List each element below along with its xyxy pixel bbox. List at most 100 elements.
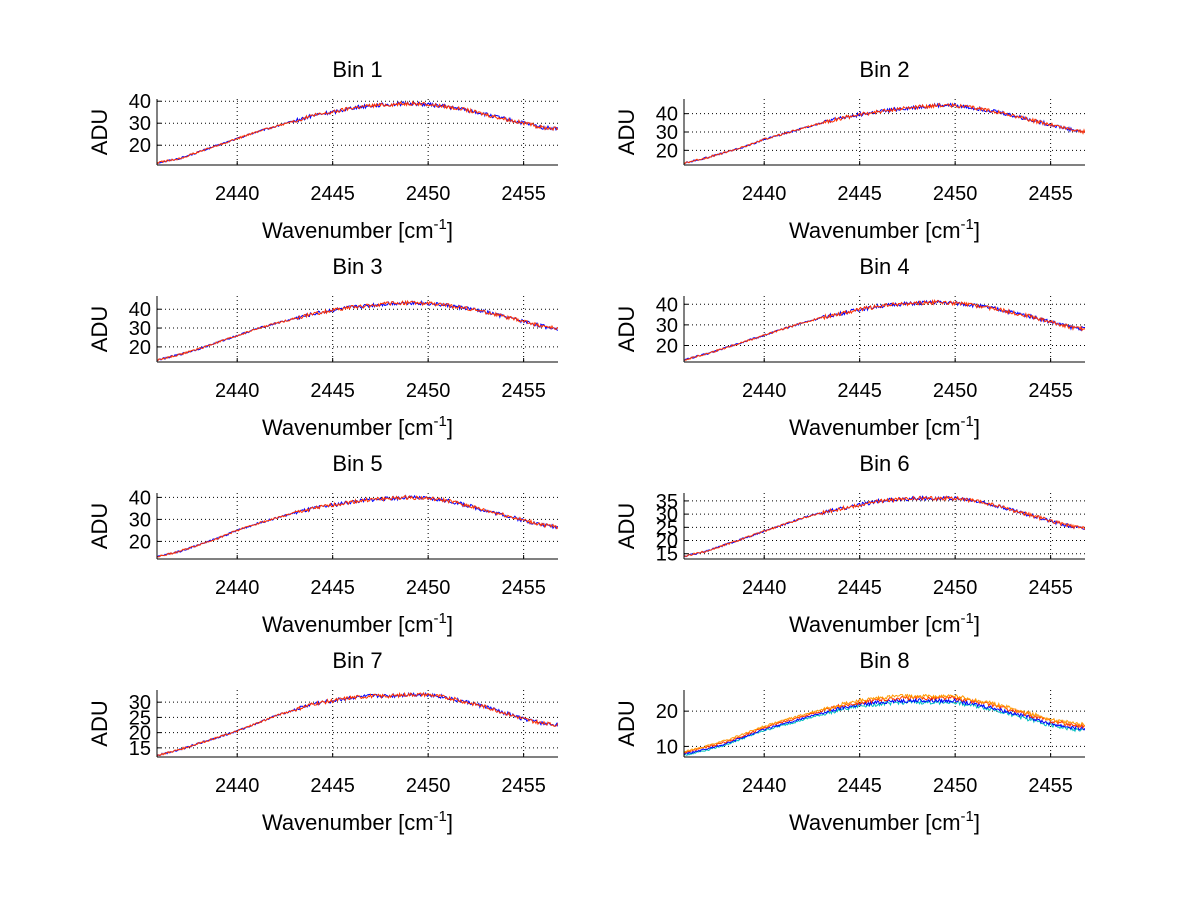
y-tick-label: 20 [656, 531, 678, 553]
x-axis-label-suffix: ] [447, 218, 453, 243]
subplot-title: Bin 3 [332, 254, 382, 279]
x-tick-label: 2455 [501, 577, 546, 599]
x-axis-label-main: Wavenumber [cm [262, 612, 434, 637]
x-axis-label: Wavenumber [cm-1] [789, 610, 980, 637]
y-tick-label: 40 [656, 104, 678, 126]
series-line [684, 697, 1085, 756]
x-tick-label: 2445 [837, 775, 882, 797]
x-axis-label-suffix: ] [974, 218, 980, 243]
y-tick-label: 40 [656, 294, 678, 316]
series-line [684, 495, 1085, 558]
x-tick-label: 2440 [215, 380, 260, 402]
series-line [684, 699, 1085, 756]
x-axis-label-suffix: ] [974, 415, 980, 440]
series-line [157, 495, 558, 558]
x-axis-label-main: Wavenumber [cm [789, 218, 961, 243]
y-tick-label: 10 [656, 736, 678, 758]
series-line [684, 102, 1085, 165]
subplot-title: Bin 8 [859, 648, 909, 673]
y-axis-label: ADU [87, 700, 112, 746]
subplot-bin-8: Bin 8 2440 2445 2450 2455 10 20 ADU Wavenumber [… [614, 648, 1085, 835]
y-tick-label: 20 [656, 140, 678, 162]
x-tick-label: 2455 [1028, 183, 1073, 205]
x-axis-label: Wavenumber [cm-1] [789, 216, 980, 243]
subplot-title: Bin 2 [859, 57, 909, 82]
x-tick-label: 2440 [215, 775, 260, 797]
x-tick-label: 2450 [406, 380, 451, 402]
x-axis-label: Wavenumber [cm-1] [262, 413, 453, 440]
x-tick-label: 2455 [1028, 577, 1073, 599]
x-axis-label-superscript: -1 [434, 610, 447, 627]
x-tick-label: 2455 [501, 380, 546, 402]
y-axis-label: ADU [614, 700, 639, 746]
subplot-title: Bin 6 [859, 451, 909, 476]
y-tick-label: 20 [656, 701, 678, 723]
y-tick-label: 20 [129, 337, 151, 359]
subplot-title: Bin 5 [332, 451, 382, 476]
y-axis-label: ADU [87, 109, 112, 155]
y-tick-label: 30 [656, 504, 678, 526]
x-axis-label-superscript: -1 [961, 610, 974, 627]
x-axis-label-superscript: -1 [961, 808, 974, 825]
y-axis-label: ADU [614, 306, 639, 352]
x-tick-label: 2455 [501, 183, 546, 205]
y-tick-label: 30 [656, 122, 678, 144]
x-tick-label: 2445 [310, 183, 355, 205]
y-tick-label: 40 [129, 91, 151, 113]
y-tick-label: 15 [129, 738, 151, 760]
y-axis-label: ADU [87, 503, 112, 549]
x-axis-label-main: Wavenumber [cm [262, 415, 434, 440]
x-axis-label: Wavenumber [cm-1] [262, 216, 453, 243]
x-axis-label-superscript: -1 [434, 216, 447, 233]
x-axis-label-suffix: ] [447, 415, 453, 440]
x-tick-label: 2445 [837, 183, 882, 205]
x-tick-label: 2450 [406, 577, 451, 599]
x-tick-label: 2455 [1028, 380, 1073, 402]
series-line [157, 100, 558, 165]
x-tick-label: 2440 [742, 775, 787, 797]
y-tick-label: 40 [129, 487, 151, 509]
x-tick-label: 2445 [837, 380, 882, 402]
x-axis-label-superscript: -1 [961, 413, 974, 430]
x-tick-label: 2440 [215, 577, 260, 599]
x-axis-label-superscript: -1 [434, 808, 447, 825]
x-tick-label: 2455 [501, 775, 546, 797]
x-tick-label: 2445 [310, 380, 355, 402]
y-axis-label: ADU [614, 109, 639, 155]
y-tick-label: 15 [656, 544, 678, 566]
y-tick-label: 25 [656, 517, 678, 539]
y-tick-label: 20 [129, 135, 151, 157]
y-tick-label: 30 [129, 318, 151, 340]
y-tick-label: 20 [656, 336, 678, 358]
series-line [684, 299, 1085, 361]
x-tick-label: 2450 [933, 380, 978, 402]
x-tick-label: 2445 [837, 577, 882, 599]
x-axis-label-main: Wavenumber [cm [789, 810, 961, 835]
y-tick-label: 25 [129, 707, 151, 729]
x-tick-label: 2440 [742, 380, 787, 402]
x-axis-label-superscript: -1 [434, 413, 447, 430]
x-axis-label: Wavenumber [cm-1] [789, 808, 980, 835]
x-axis-label: Wavenumber [cm-1] [262, 808, 453, 835]
x-axis-label: Wavenumber [cm-1] [262, 610, 453, 637]
x-tick-label: 2450 [933, 775, 978, 797]
subplot-title: Bin 7 [332, 648, 382, 673]
x-tick-label: 2455 [1028, 775, 1073, 797]
x-tick-label: 2440 [215, 183, 260, 205]
x-axis-label-suffix: ] [447, 612, 453, 637]
x-axis-label-main: Wavenumber [cm [789, 612, 961, 637]
y-tick-label: 20 [129, 723, 151, 745]
y-axis-label: ADU [87, 306, 112, 352]
x-axis-label-main: Wavenumber [cm [789, 415, 961, 440]
subplot-title: Bin 4 [859, 254, 909, 279]
x-axis-label: Wavenumber [cm-1] [789, 413, 980, 440]
